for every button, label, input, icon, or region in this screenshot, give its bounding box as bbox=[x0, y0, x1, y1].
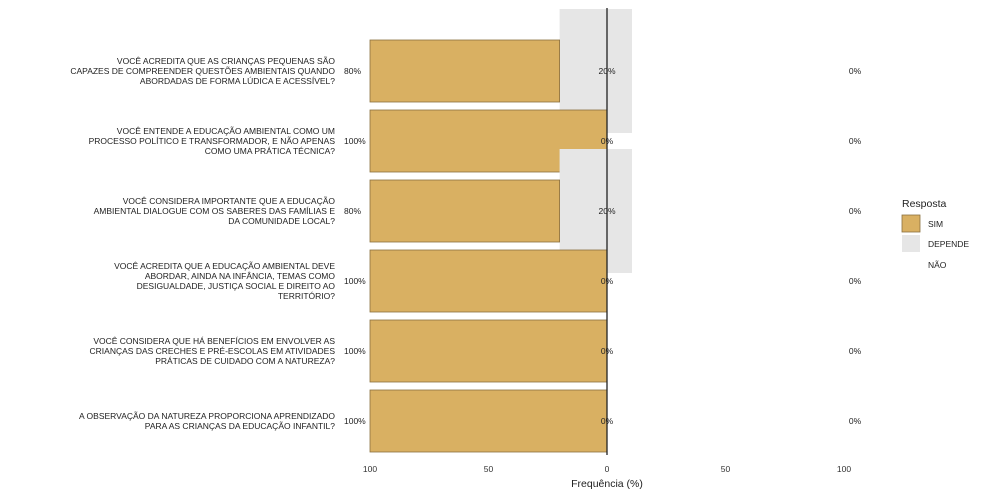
question-label: VOCÊ ENTENDE A EDUCAÇÃO AMBIENTAL COMO U… bbox=[117, 126, 335, 136]
x-axis-title: Frequência (%) bbox=[571, 478, 643, 490]
legend-title: Resposta bbox=[902, 198, 947, 210]
sim-value-label: 100% bbox=[344, 136, 366, 146]
question-label: COMO UMA PRÁTICA TÉCNICA? bbox=[205, 146, 335, 156]
sim-bar bbox=[369, 39, 561, 103]
question-label: VOCÊ ACREDITA QUE AS CRIANÇAS PEQUENAS S… bbox=[117, 56, 335, 66]
labels-layer: VOCÊ ACREDITA QUE AS CRIANÇAS PEQUENAS S… bbox=[70, 56, 861, 431]
x-tick-label: 50 bbox=[721, 464, 731, 474]
x-axis: 100 50 0 50 100 bbox=[363, 464, 851, 474]
nao-value-label: 0% bbox=[849, 136, 862, 146]
depende-value-label: 0% bbox=[601, 416, 614, 426]
depende-value-label: 0% bbox=[601, 346, 614, 356]
question-label: VOCÊ CONSIDERA QUE HÁ BENEFÍCIOS EM ENVO… bbox=[93, 336, 335, 346]
question-label: DESIGUALDADE, JUSTIÇA SOCIAL E DIREITO A… bbox=[137, 281, 336, 291]
legend-key bbox=[902, 235, 920, 252]
x-tick-label: 100 bbox=[837, 464, 851, 474]
sim-value-label: 100% bbox=[344, 276, 366, 286]
sim-value-label: 80% bbox=[344, 66, 361, 76]
legend-key bbox=[901, 214, 921, 233]
nao-value-label: 0% bbox=[849, 66, 862, 76]
sim-value-label: 100% bbox=[344, 346, 366, 356]
question-label: VOCÊ ACREDITA QUE A EDUCAÇÃO AMBIENTAL D… bbox=[114, 261, 335, 271]
nao-value-label: 0% bbox=[849, 416, 862, 426]
depende-bar-cap bbox=[607, 149, 632, 273]
sim-bar bbox=[369, 179, 561, 243]
nao-value-label: 0% bbox=[849, 276, 862, 286]
sim-bar bbox=[369, 319, 608, 383]
sim-value-label: 100% bbox=[344, 416, 366, 426]
sim-bar bbox=[369, 249, 608, 313]
x-tick-label: 100 bbox=[363, 464, 377, 474]
nao-value-label: 0% bbox=[849, 206, 862, 216]
question-label: ABORDAR, AINDA NA INFÂNCIA, TEMAS COMO bbox=[145, 271, 336, 281]
question-label: AMBIENTAL DIALOGUE COM OS SABERES DAS FA… bbox=[94, 206, 336, 216]
depende-bar-cap bbox=[607, 9, 632, 133]
legend-key bbox=[902, 256, 920, 273]
question-label: PRÁTICAS DE CUIDADO COM A NATUREZA? bbox=[155, 356, 335, 366]
question-label: PARA AS CRIANÇAS DA EDUCAÇÃO INFANTIL? bbox=[145, 421, 335, 431]
legend-label: SIM bbox=[928, 219, 943, 229]
sim-bar bbox=[369, 389, 608, 453]
question-label: DA COMUNIDADE LOCAL? bbox=[228, 216, 335, 226]
sim-value-label: 80% bbox=[344, 206, 361, 216]
nao-value-label: 0% bbox=[849, 346, 862, 356]
legend-label: NÃO bbox=[928, 260, 947, 270]
x-tick-label: 50 bbox=[484, 464, 494, 474]
depende-value-label: 20% bbox=[598, 206, 615, 216]
depende-value-label: 0% bbox=[601, 136, 614, 146]
question-label: TERRITÓRIO? bbox=[278, 291, 335, 301]
question-label: A OBSERVAÇÃO DA NATUREZA PROPORCIONA APR… bbox=[79, 411, 335, 421]
question-label: VOCÊ CONSIDERA IMPORTANTE QUE A EDUCAÇÃO bbox=[123, 196, 336, 206]
depende-value-label: 0% bbox=[601, 276, 614, 286]
question-label: PROCESSO POLÍTICO E TRANSFORMADOR, E NÃO… bbox=[89, 136, 336, 146]
question-label: CRIANÇAS DAS CRECHES E PRÉ-ESCOLAS EM AT… bbox=[90, 346, 336, 356]
question-label: CAPAZES DE COMPREENDER QUESTÕES AMBIENTA… bbox=[70, 66, 335, 76]
question-label: ABORDADAS DE FORMA LÚDICA E ACESSÍVEL? bbox=[140, 76, 335, 86]
depende-value-label: 20% bbox=[598, 66, 615, 76]
x-tick-label: 0 bbox=[605, 464, 610, 474]
bars-layer bbox=[369, 9, 632, 453]
legend: Resposta SIM DEPENDE NÃO bbox=[901, 198, 969, 273]
legend-label: DEPENDE bbox=[928, 239, 969, 249]
